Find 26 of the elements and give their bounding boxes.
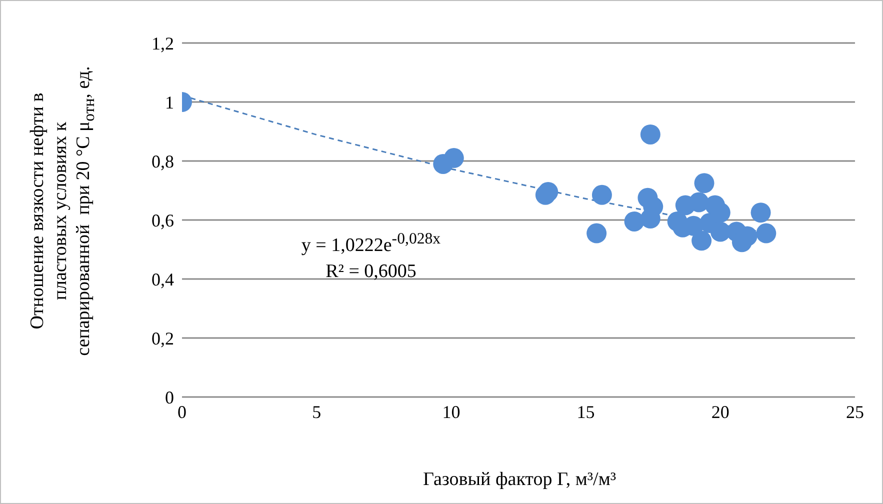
y-tick-label: 0,6 (152, 210, 174, 230)
y-tick-label: 1 (165, 92, 174, 112)
y-tick-label: 0,4 (152, 269, 174, 290)
point (750, 202, 771, 223)
y-tick-label: 0,2 (152, 328, 174, 348)
point (592, 184, 612, 205)
point (692, 230, 712, 251)
x-tick-label: 20 (711, 402, 730, 422)
x-tick-label: 5 (312, 402, 322, 422)
point (586, 223, 607, 244)
x-tick-label: 25 (846, 402, 864, 422)
annotation: R² = 0,6005 (326, 261, 416, 282)
point (694, 173, 714, 194)
y-tick-label: 0,8 (152, 151, 174, 172)
point (444, 148, 464, 168)
x-tick-label: 10 (442, 402, 460, 422)
point (688, 192, 709, 212)
point (640, 124, 660, 144)
point (624, 211, 644, 232)
x-axis-title: Газовый фактор Г, м³/м³ (422, 469, 616, 490)
point (756, 223, 776, 244)
annotation: y = 1,0222e$^{-0,028x}$ (301, 231, 441, 256)
y-tick-label: 1,2 (152, 33, 174, 54)
x-tick-label: 0 (178, 402, 186, 422)
y-tick-label: 0 (165, 387, 174, 408)
x-tick-label: 15 (576, 402, 595, 422)
